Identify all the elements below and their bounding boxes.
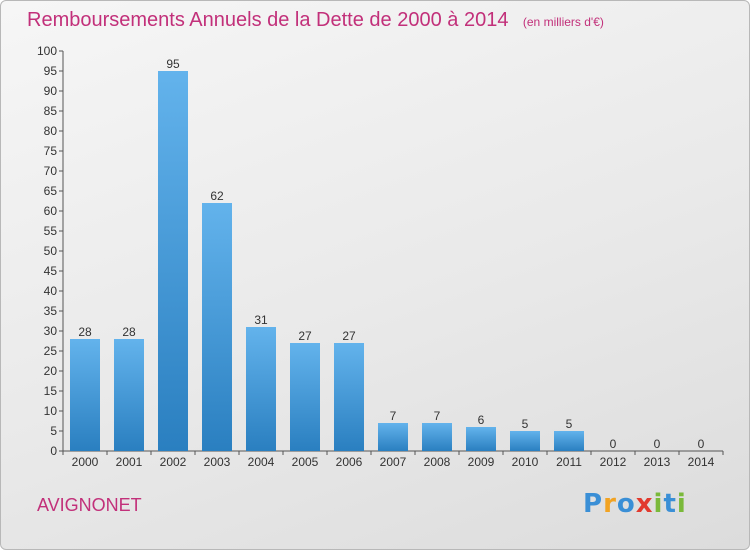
y-tick-label: 45 — [44, 264, 58, 278]
data-label: 95 — [166, 57, 180, 71]
bar — [466, 427, 496, 451]
data-label: 0 — [610, 437, 617, 451]
logo-letter: t — [663, 489, 677, 519]
bar — [246, 327, 276, 451]
y-tick-label: 100 — [37, 44, 57, 58]
y-tick-label: 60 — [44, 204, 58, 218]
y-tick-label: 30 — [44, 324, 58, 338]
logo-letter: P — [583, 489, 604, 519]
y-tick-label: 20 — [44, 364, 58, 378]
chart-title-row: Remboursements Annuels de la Dette de 20… — [27, 9, 604, 32]
data-label: 27 — [298, 329, 312, 343]
x-tick-label: 2008 — [424, 455, 451, 469]
y-tick-label: 65 — [44, 184, 58, 198]
data-label: 31 — [254, 313, 268, 327]
data-label: 7 — [390, 409, 397, 423]
y-tick-label: 50 — [44, 244, 58, 258]
x-tick-label: 2006 — [336, 455, 363, 469]
x-tick-label: 2014 — [688, 455, 715, 469]
logo-letter: i — [653, 489, 664, 519]
data-label: 62 — [210, 189, 224, 203]
bar — [510, 431, 540, 451]
data-label: 28 — [122, 325, 136, 339]
logo-letter: r — [603, 489, 617, 519]
y-tick-label: 95 — [44, 64, 58, 78]
bar — [114, 339, 144, 451]
logo-letter: x — [635, 489, 654, 519]
y-tick-label: 85 — [44, 104, 58, 118]
data-label: 5 — [566, 417, 573, 431]
x-tick-label: 2004 — [248, 455, 275, 469]
bar — [422, 423, 452, 451]
x-tick-label: 2009 — [468, 455, 495, 469]
y-tick-label: 10 — [44, 404, 58, 418]
y-tick-label: 15 — [44, 384, 58, 398]
data-label: 6 — [478, 413, 485, 427]
x-tick-label: 2003 — [204, 455, 231, 469]
x-tick-label: 2012 — [600, 455, 627, 469]
proxiti-logo: Proxiti — [583, 489, 687, 519]
x-tick-label: 2001 — [116, 455, 143, 469]
y-tick-label: 75 — [44, 144, 58, 158]
x-tick-label: 2002 — [160, 455, 187, 469]
data-label: 7 — [434, 409, 441, 423]
bar — [378, 423, 408, 451]
x-tick-label: 2000 — [72, 455, 99, 469]
chart-title: Remboursements Annuels de la Dette de 20… — [27, 9, 509, 31]
bar — [202, 203, 232, 451]
y-tick-label: 5 — [50, 424, 57, 438]
y-tick-label: 25 — [44, 344, 58, 358]
y-tick-label: 90 — [44, 84, 58, 98]
chart-labels: 2000 28 2001 28 2002 95 2003 62 2004 31 2005 27 2006… — [72, 57, 715, 469]
x-tick-label: 2013 — [644, 455, 671, 469]
y-tick-label: 0 — [50, 444, 57, 458]
bar — [158, 71, 188, 451]
unit-note: (en milliers d'€) — [522, 15, 604, 29]
x-tick-label: 2005 — [292, 455, 319, 469]
y-tick-label: 80 — [44, 124, 58, 138]
data-label: 27 — [342, 329, 356, 343]
x-tick-label: 2010 — [512, 455, 539, 469]
data-label: 5 — [522, 417, 529, 431]
logo-letter: i — [676, 489, 687, 519]
logo-letter: o — [616, 489, 636, 519]
data-label: 0 — [698, 437, 705, 451]
bar — [554, 431, 584, 451]
x-tick-label: 2011 — [556, 455, 582, 469]
chart-bars — [70, 71, 584, 451]
bar — [290, 343, 320, 451]
bar — [334, 343, 364, 451]
data-label: 28 — [78, 325, 92, 339]
y-tick-label: 70 — [44, 164, 58, 178]
bar — [70, 339, 100, 451]
data-label: 0 — [654, 437, 661, 451]
commune-name: AVIGNONET — [37, 495, 142, 515]
x-tick-label: 2007 — [380, 455, 407, 469]
y-tick-label: 40 — [44, 284, 58, 298]
y-tick-label: 55 — [44, 224, 58, 238]
y-tick-label: 35 — [44, 304, 58, 318]
